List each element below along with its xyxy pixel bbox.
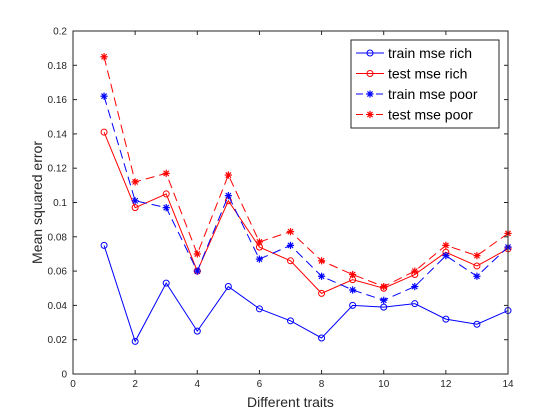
data-point-star [286, 228, 295, 236]
data-point-circle [100, 128, 108, 136]
data-point-circle [287, 317, 294, 325]
data-point-star [473, 252, 481, 260]
data-point-circle [131, 204, 139, 212]
series-line [103, 56, 509, 288]
data-point-star [366, 90, 374, 98]
tick-layer: 0 2 4 6 8 10 12 14 0 0.02 0.04 0.06 0.08 0.1 0.12 0.14 0… [48, 27, 514, 391]
x-tick-label: 0 [70, 379, 76, 390]
series-line [103, 131, 509, 294]
legend-item: train mse rich [356, 45, 472, 61]
data-point-star [380, 296, 388, 304]
data-point-circle [473, 262, 481, 270]
data-point-circle [131, 337, 139, 345]
series-3 [100, 92, 512, 304]
data-point-circle [193, 327, 201, 335]
x-tick-label: 4 [195, 379, 201, 390]
data-point-star [255, 238, 264, 246]
y-tick-label: 0.12 [48, 164, 68, 175]
series-line [103, 96, 509, 301]
y-tick-label: 0.04 [48, 301, 68, 312]
data-point-circle [100, 241, 108, 249]
x-tick-label: 8 [319, 379, 325, 390]
data-point-star [100, 92, 108, 100]
legend-label: train mse poor [388, 86, 478, 102]
data-point-circle [255, 305, 263, 313]
series-4 [100, 53, 512, 291]
series-layer [100, 53, 512, 345]
data-point-star [442, 252, 450, 260]
data-point-circle [442, 315, 450, 323]
legend-box [350, 39, 500, 129]
legend-label: test mse rich [388, 66, 467, 82]
data-point-star [317, 257, 326, 265]
data-point-circle [162, 279, 170, 287]
y-tick-label: 0.1 [53, 198, 67, 209]
data-point-circle [366, 70, 374, 77]
series-1 [100, 241, 512, 345]
data-point-star [193, 250, 201, 258]
data-point-star [162, 204, 170, 212]
legend-item: test mse poor [356, 107, 473, 123]
data-point-star [473, 272, 481, 280]
y-tick-label: 0.06 [48, 267, 68, 278]
data-point-star [224, 171, 232, 179]
y-tick-label: 0 [61, 370, 67, 381]
data-point-star [193, 267, 201, 275]
y-tick-label: 0.14 [48, 129, 68, 140]
x-axis-label: Different traits [247, 394, 334, 410]
data-point-circle [411, 300, 419, 308]
y-tick-label: 0.08 [48, 232, 68, 243]
y-tick-label: 0.16 [48, 95, 68, 106]
data-point-star [131, 197, 139, 205]
data-point-star [286, 241, 295, 249]
legend: train mse rich test mse rich train mse poo… [350, 39, 500, 129]
data-point-star [442, 241, 450, 249]
legend-item: test mse rich [356, 66, 467, 82]
y-tick-label: 0.18 [48, 61, 68, 72]
data-point-star [380, 282, 388, 291]
series-line [103, 245, 509, 343]
data-point-star [162, 169, 170, 177]
data-point-star [224, 192, 232, 200]
legend-label: train mse rich [388, 45, 472, 61]
data-point-circle [349, 301, 357, 309]
data-point-star [317, 272, 326, 280]
legend-label: test mse poor [388, 107, 473, 123]
data-point-star [349, 270, 357, 279]
data-point-circle [162, 190, 170, 198]
y-axis-label: Mean squared error [29, 141, 45, 264]
y-tick-label: 0.02 [48, 335, 68, 346]
data-point-star [411, 267, 419, 275]
y-tick-label: 0.2 [53, 27, 67, 38]
x-tick-label: 12 [440, 379, 452, 390]
data-point-star [255, 255, 264, 263]
data-point-star [411, 282, 419, 291]
data-point-circle [473, 320, 481, 328]
x-tick-label: 14 [502, 379, 514, 390]
data-point-star [366, 110, 374, 119]
legend-item: train mse poor [356, 86, 478, 102]
data-point-star [349, 286, 357, 294]
data-point-circle [287, 257, 294, 265]
data-point-star [131, 178, 139, 186]
data-point-circle [318, 289, 326, 297]
x-tick-label: 2 [132, 379, 138, 390]
x-tick-label: 6 [257, 379, 263, 390]
x-tick-label: 10 [378, 379, 390, 390]
data-point-circle [380, 303, 388, 311]
data-point-circle [318, 334, 326, 342]
data-point-circle [224, 283, 232, 291]
data-point-circle [366, 49, 374, 57]
data-point-star [100, 53, 108, 61]
series-2 [100, 128, 512, 297]
